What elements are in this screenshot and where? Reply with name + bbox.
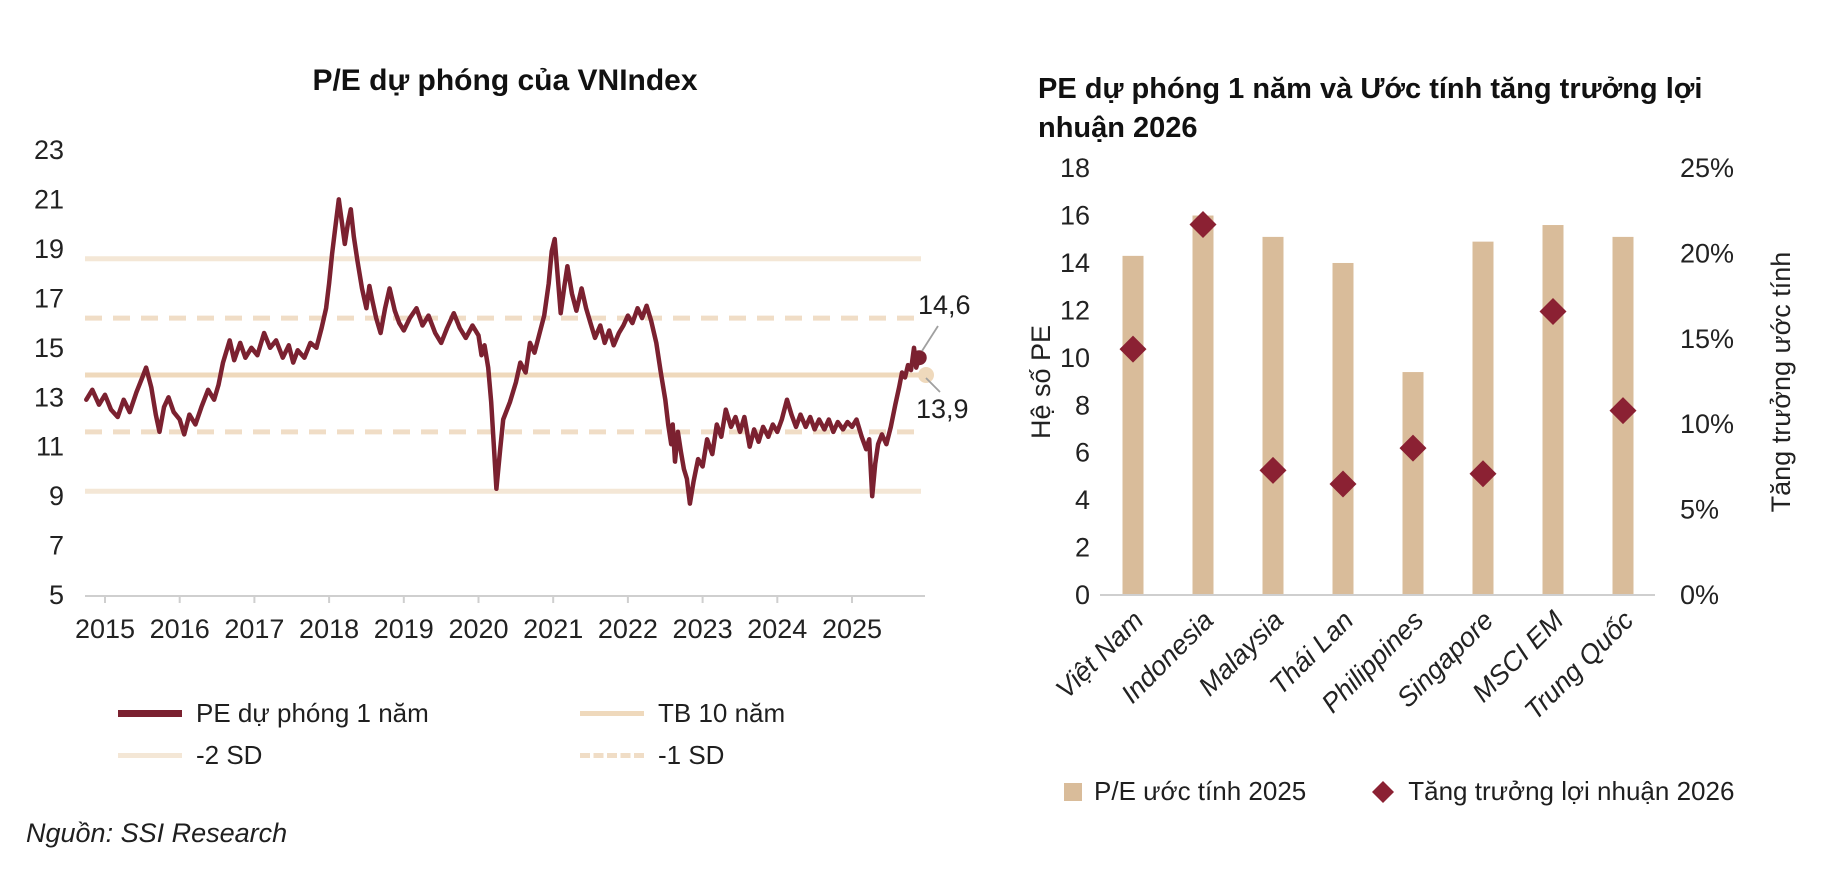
right-chart-right-tick: 0%: [1680, 580, 1719, 610]
right-legend: P/E ước tính 2025 Tăng trưởng lợi nhuận …: [1064, 776, 1734, 807]
y-tick-label: 9: [49, 481, 64, 511]
bar-Malaysia: [1262, 236, 1284, 595]
right-axis-title: Tăng trưởng ước tính: [1766, 252, 1796, 513]
right-chart-right-tick: 25%: [1680, 153, 1734, 183]
left-chart-title: P/E dự phóng của VNIndex: [312, 64, 698, 97]
pe-series-line: [84, 197, 922, 506]
legend-label-series: PE dự phóng 1 năm: [196, 698, 429, 728]
diamond-Trung Quốc: [1609, 397, 1637, 425]
leader-line-last: [921, 325, 939, 352]
x-tick-label: 2020: [448, 614, 508, 644]
right-chart-left-tick: 10: [1060, 343, 1090, 373]
diamond-icon: [1372, 780, 1395, 803]
annotation-last-value: 14,6: [918, 290, 971, 320]
y-tick-label: 17: [34, 283, 64, 313]
y-tick-label: 19: [34, 234, 64, 264]
right-chart-left-tick: 14: [1060, 248, 1090, 278]
right-chart-left-tick: 4: [1075, 485, 1090, 515]
y-tick-label: 5: [49, 580, 64, 610]
right-chart-right-tick: 15%: [1680, 324, 1734, 354]
right-chart-right-tick: 5%: [1680, 495, 1719, 525]
bar-Indonesia: [1192, 215, 1214, 595]
average-end-dot: [918, 367, 934, 383]
legend-label-bars: P/E ước tính 2025: [1094, 776, 1307, 806]
left-axis-title: Hệ số PE: [1026, 325, 1056, 439]
diamond-Philippines: [1399, 434, 1427, 462]
right-chart-left-tick: 16: [1060, 201, 1090, 231]
x-tick-label: 2022: [598, 614, 658, 644]
bar-Singapore: [1472, 241, 1494, 596]
y-tick-label: 13: [34, 382, 64, 412]
right-chart-left-tick: 0: [1075, 580, 1090, 610]
bar-Thái Lan: [1332, 262, 1354, 595]
bar-Philippines: [1402, 372, 1424, 595]
minus-2sd-line-swatch: [118, 753, 182, 758]
x-tick-label: 2019: [374, 614, 434, 644]
series-end-dot: [911, 350, 927, 366]
bar-Việt Nam: [1122, 255, 1144, 595]
y-tick-label: 15: [34, 333, 64, 363]
legend-label-minus-1sd: -1 SD: [658, 740, 725, 770]
right-chart-left-tick: 6: [1075, 438, 1090, 468]
right-chart-left-tick: 12: [1060, 295, 1090, 325]
right-chart-title: PE dự phóng 1 năm và Ước tính tăng trưởn…: [1038, 73, 1703, 144]
left-legend-row-2: -2 SD -1 SD: [118, 740, 818, 771]
average-line-swatch: [580, 711, 644, 716]
x-tick-label: 2024: [747, 614, 807, 644]
diamond-Singapore: [1469, 460, 1497, 488]
diamond-Malaysia: [1259, 456, 1287, 484]
right-chart-left-tick: 18: [1060, 153, 1090, 183]
y-tick-label: 23: [34, 135, 64, 165]
x-tick-label: 2021: [523, 614, 583, 644]
left-legend-row-1: PE dự phóng 1 năm TB 10 năm: [118, 698, 818, 729]
right-chart-left-tick: 8: [1075, 390, 1090, 420]
diamond-series-swatch: [1372, 780, 1395, 803]
x-tick-label: 2017: [224, 614, 284, 644]
x-tick-label: 2016: [150, 614, 210, 644]
diamond-Thái Lan: [1329, 470, 1357, 498]
legend-label-minus-2sd: -2 SD: [196, 740, 263, 770]
bar-series-swatch: [1064, 782, 1082, 801]
y-tick-label: 11: [36, 432, 64, 462]
y-tick-label: 7: [49, 531, 64, 561]
x-tick-label: 2025: [822, 614, 882, 644]
annotation-average-value: 13,9: [916, 394, 969, 424]
source-note: Nguồn: SSI Research: [26, 818, 288, 848]
legend-label-diamonds: Tăng trưởng lợi nhuận 2026: [1408, 776, 1735, 806]
right-chart-right-tick: 20%: [1680, 238, 1734, 268]
minus-1sd-line-swatch: [580, 753, 644, 758]
x-tick-label: 2018: [299, 614, 359, 644]
legend-label-average: TB 10 năm: [658, 698, 786, 728]
x-tick-label: 2023: [673, 614, 733, 644]
x-tick-label: 2015: [75, 614, 135, 644]
series-line-swatch: [118, 710, 182, 717]
diamond-Indonesia: [1189, 210, 1217, 238]
right-chart-left-tick: 2: [1075, 533, 1090, 563]
leader-line-average: [925, 377, 941, 393]
diamond-MSCI EM: [1539, 298, 1567, 326]
right-chart-right-tick: 10%: [1680, 409, 1734, 439]
bar-MSCI EM: [1542, 225, 1564, 595]
y-tick-label: 21: [34, 184, 64, 214]
diamond-Việt Nam: [1119, 335, 1147, 363]
